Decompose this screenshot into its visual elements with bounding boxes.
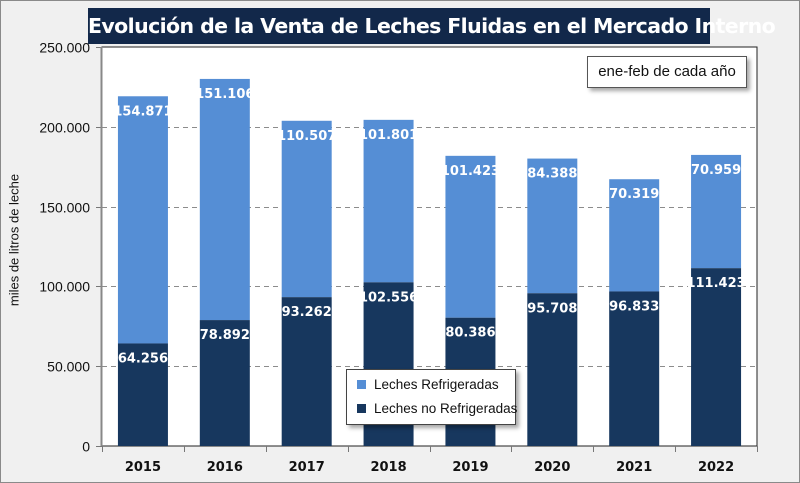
chart-title: Evolución de la Venta de Leches Fluidas …	[88, 8, 776, 44]
data-label-no-refrigeradas: 111.423	[686, 276, 745, 291]
data-label-refrigeradas: 70.319	[609, 187, 659, 202]
bar-refrigeradas-2019	[445, 155, 496, 318]
x-tick-label: 2021	[616, 460, 652, 475]
bar-no-refrigeradas-2017	[281, 297, 332, 446]
data-label-no-refrigeradas: 95.708	[527, 301, 577, 316]
data-label-refrigeradas: 151.106	[195, 87, 254, 102]
x-tick-label: 2017	[289, 460, 325, 475]
data-label-refrigeradas: 84.388	[527, 167, 577, 182]
data-label-refrigeradas: 101.423	[441, 164, 500, 179]
bar-no-refrigeradas-2016	[199, 320, 250, 446]
legend-swatch-refrigeradas	[357, 379, 366, 389]
y-tick-label: 150.000	[39, 200, 90, 216]
y-tick-label: 250.000	[39, 40, 90, 56]
bar-no-refrigeradas-2015	[117, 343, 168, 446]
y-tick-label: 200.000	[39, 120, 90, 136]
data-label-no-refrigeradas: 64.256	[118, 351, 168, 366]
legend-item-refrigeradas: Leches Refrigeradas	[357, 375, 499, 395]
data-label-refrigeradas: 110.507	[277, 129, 336, 144]
data-label-no-refrigeradas: 80.386	[445, 326, 495, 341]
bar-refrigeradas-2017	[281, 120, 332, 298]
legend: Leches Refrigeradas Leches no Refrigerad…	[346, 369, 517, 425]
data-label-no-refrigeradas: 96.833	[609, 299, 659, 314]
data-labels: 154.871 64.256 151.106 78.892 110.507 93.262 1…	[113, 87, 745, 367]
bar-refrigeradas-2016	[199, 78, 250, 321]
bar-no-refrigeradas-2020	[527, 293, 578, 446]
legend-item-no-refrigeradas: Leches no Refrigeradas	[357, 399, 517, 419]
x-tick-label: 2020	[534, 460, 570, 475]
y-axis-label: miles de litros de leche	[6, 173, 22, 307]
bar-refrigeradas-2015	[117, 96, 168, 344]
period-note: ene-feb de cada año	[587, 56, 747, 88]
x-tick-label: 2015	[125, 460, 161, 475]
y-tick-label: 50.000	[47, 359, 90, 375]
data-label-no-refrigeradas: 93.262	[282, 305, 332, 320]
bar-refrigeradas-2018	[363, 119, 414, 283]
data-label-refrigeradas: 154.871	[113, 104, 172, 119]
data-label-no-refrigeradas: 78.892	[200, 328, 250, 343]
data-label-no-refrigeradas: 102.556	[359, 290, 418, 305]
x-tick-label: 2016	[207, 460, 243, 475]
legend-swatch-no-refrigeradas	[357, 403, 366, 413]
bar-refrigeradas-2021	[609, 179, 660, 292]
bar-refrigeradas-2020	[527, 158, 578, 294]
legend-label-no-refrigeradas: Leches no Refrigeradas	[374, 401, 518, 416]
y-tick-label: 100.000	[39, 279, 90, 295]
bar-refrigeradas-2022	[691, 154, 742, 269]
x-tick-label: 2019	[452, 460, 488, 475]
bar-no-refrigeradas-2021	[609, 291, 660, 446]
y-tick-label: 0	[82, 439, 90, 455]
data-label-refrigeradas: 101.801	[359, 128, 418, 143]
data-label-refrigeradas: 70.959	[691, 163, 741, 178]
bar-no-refrigeradas-2022	[691, 268, 742, 446]
legend-label-refrigeradas: Leches Refrigeradas	[374, 377, 499, 392]
x-tick-label: 2018	[370, 460, 406, 475]
axes: 0 50.000 100.000 150.000 200.000 250.000 2015 2…	[39, 40, 758, 475]
x-tick-label: 2022	[698, 460, 734, 475]
